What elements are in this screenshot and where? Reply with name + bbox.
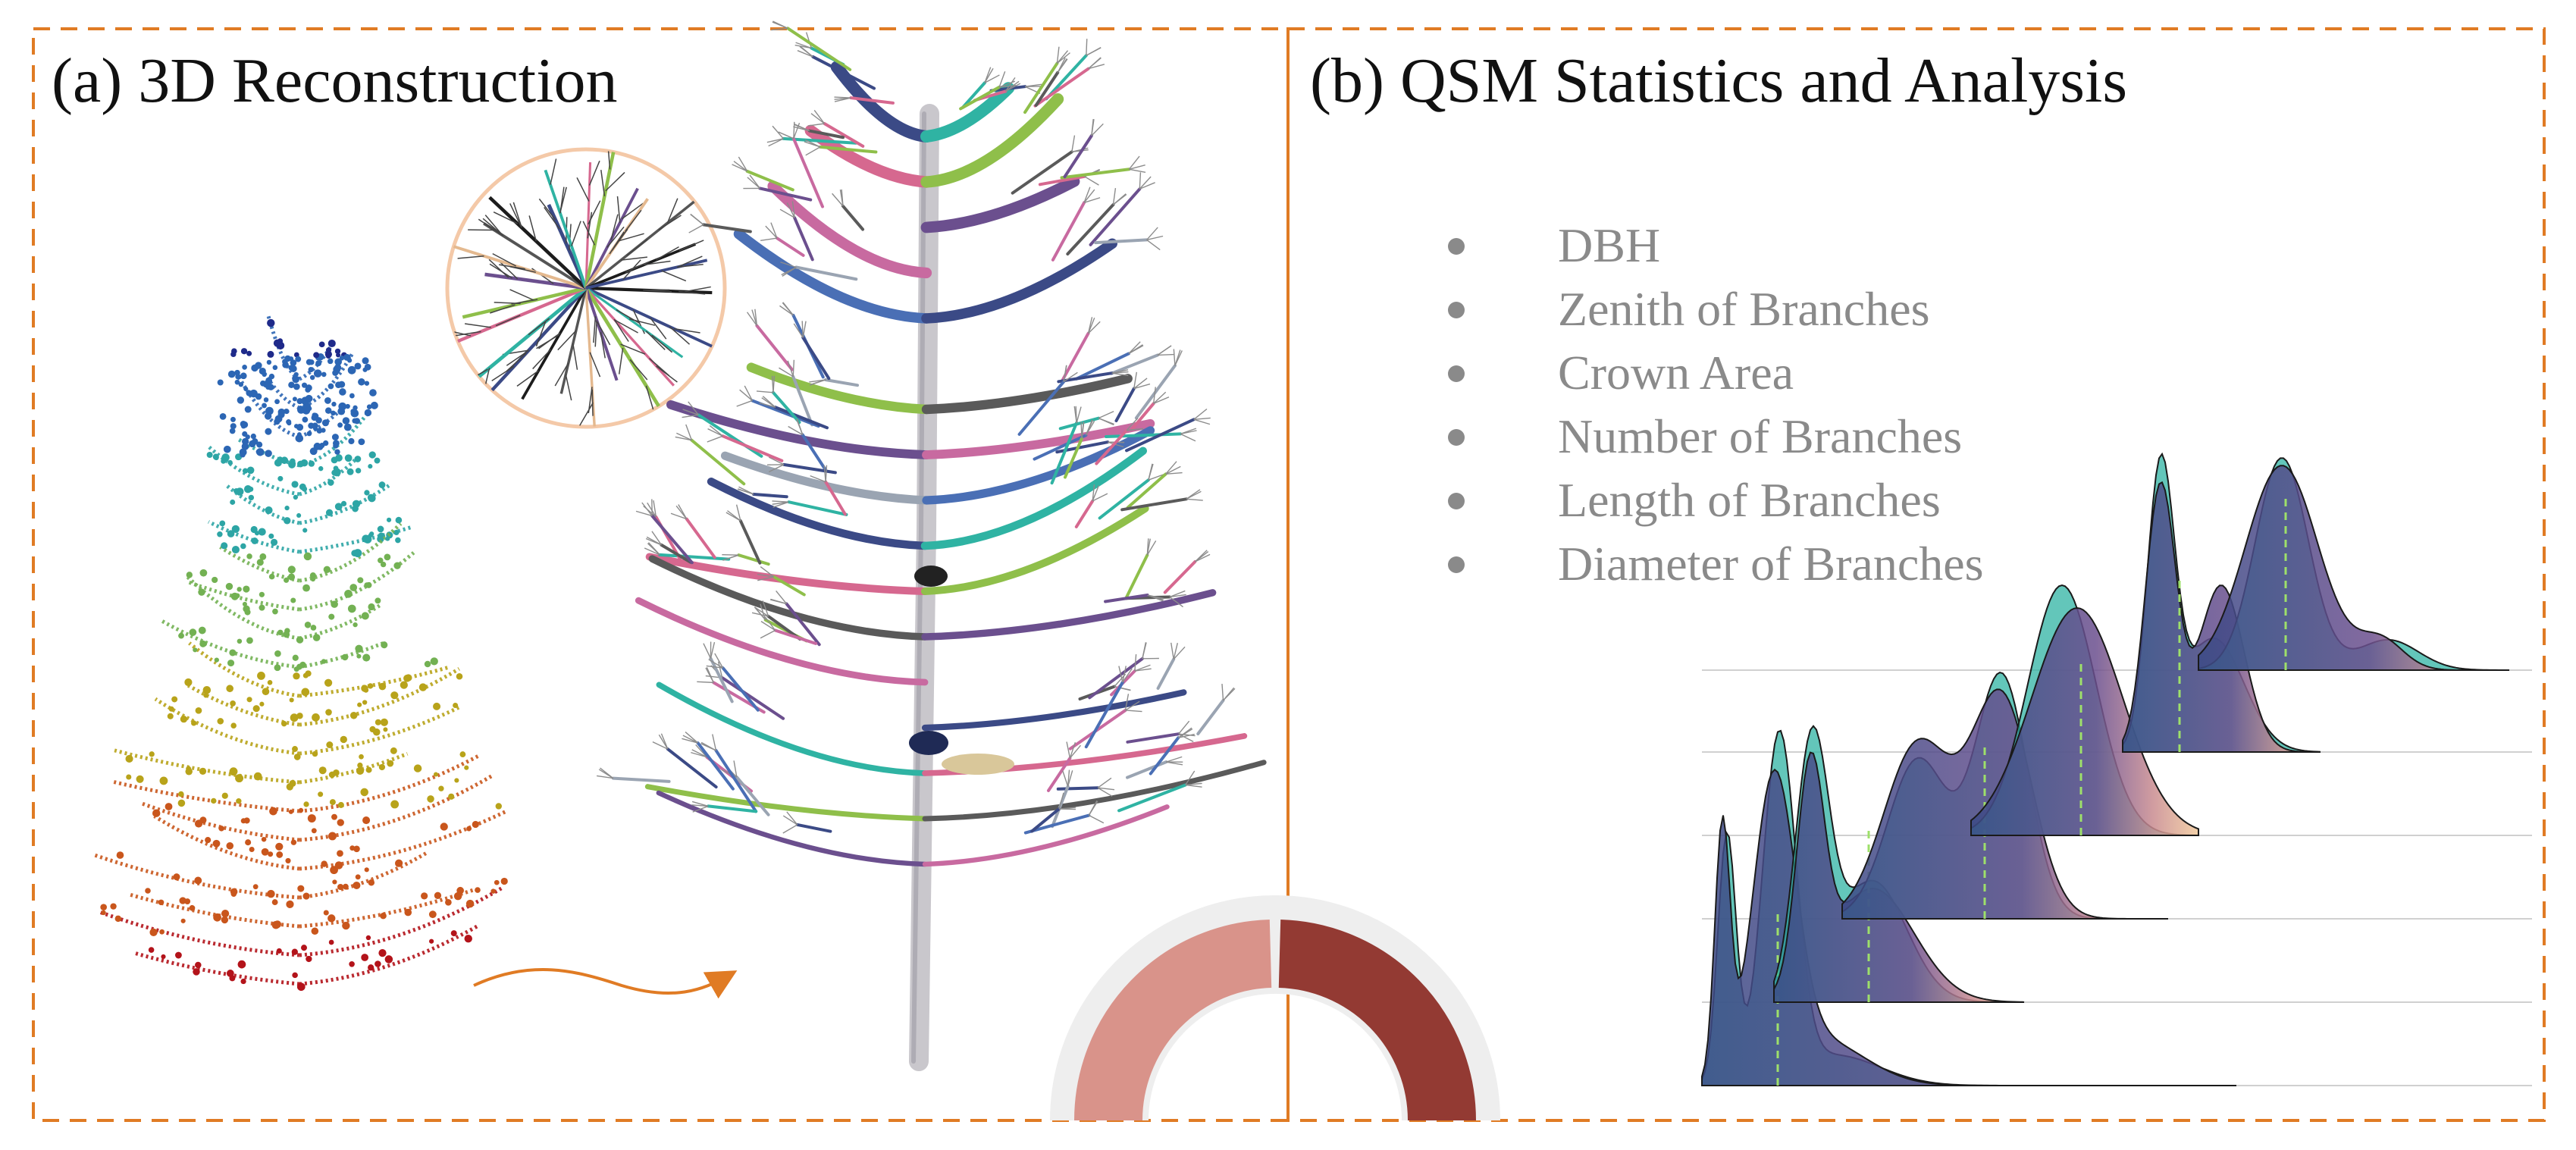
- panel-b-title: (b) QSM Statistics and Analysis: [1310, 45, 2128, 116]
- metric-label: Diameter of Branches: [1558, 537, 1984, 591]
- bullet-icon: [1448, 302, 1465, 318]
- metric-label: Crown Area: [1558, 346, 1794, 400]
- metric-label: DBH: [1558, 218, 1661, 272]
- metric-label: Zenith of Branches: [1558, 282, 1930, 336]
- top-view-crown-icon: [445, 147, 727, 429]
- metric-item: Diameter of Branches: [1448, 532, 1984, 596]
- metric-label: Length of Branches: [1558, 473, 1941, 527]
- gauge-left-segment: [1074, 920, 1273, 1121]
- metric-item: DBH: [1448, 214, 1984, 277]
- gauge-right-segment: [1277, 920, 1476, 1121]
- panel-frames: [32, 27, 2546, 1122]
- point-cloud-tree-icon: [93, 314, 508, 1068]
- curved-arrow-icon: [473, 968, 738, 999]
- bullet-icon: [1448, 556, 1465, 573]
- panel-a-title: (a) 3D Reconstruction: [52, 45, 618, 116]
- bullet-icon: [1448, 365, 1465, 382]
- metric-label: Number of Branches: [1558, 409, 1963, 463]
- metric-list: DBH Zenith of Branches Crown Area Number…: [1448, 214, 1984, 596]
- bullet-icon: [1448, 429, 1465, 446]
- bullet-icon: [1448, 493, 1465, 509]
- metric-item: Crown Area: [1448, 341, 1984, 405]
- half-donut-gauge-icon: [1050, 895, 1500, 1122]
- qsm-tree-model-icon: [596, 20, 1267, 1071]
- ridgeline-plot: [1701, 452, 2532, 1086]
- metric-item: Length of Branches: [1448, 468, 1984, 532]
- metric-item: Zenith of Branches: [1448, 277, 1984, 341]
- metric-item: Number of Branches: [1448, 405, 1984, 468]
- bullet-icon: [1448, 238, 1465, 255]
